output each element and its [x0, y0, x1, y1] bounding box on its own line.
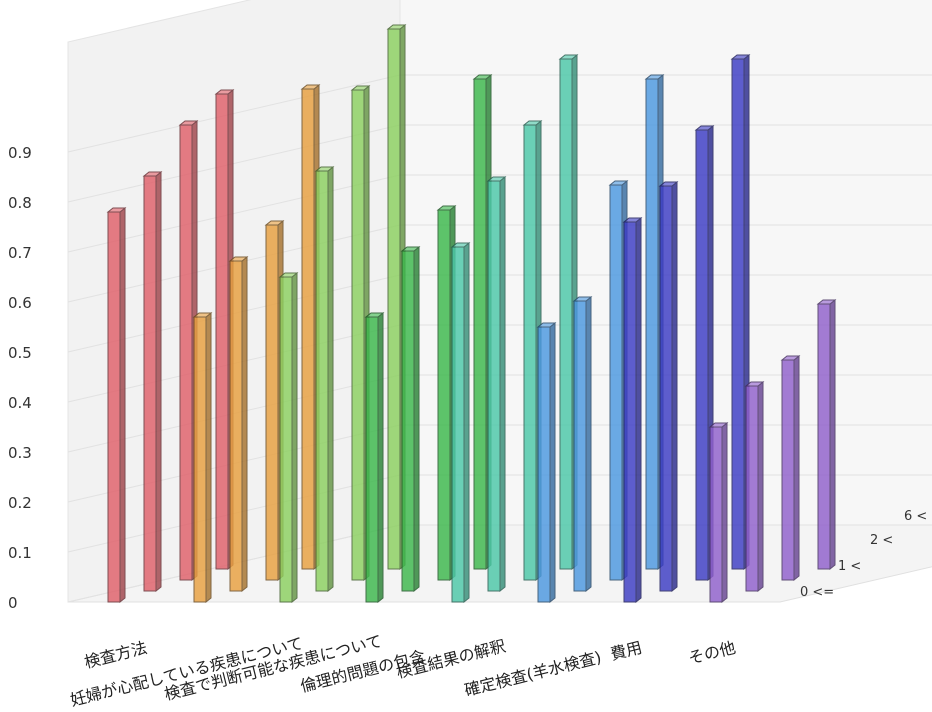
bar-front: [265, 224, 279, 581]
bar-front: [745, 385, 759, 592]
bar: [572, 295, 593, 593]
bar-side: [463, 241, 470, 604]
bar-side: [549, 321, 556, 604]
bar-front: [523, 124, 537, 581]
bar-side: [413, 245, 420, 593]
bar-front: [301, 88, 315, 570]
bar-front: [143, 175, 157, 592]
y-tick-label: 0.5: [8, 344, 32, 362]
bar-front: [473, 78, 487, 570]
bar-side: [291, 271, 298, 604]
bar-front: [659, 185, 673, 592]
bar: [816, 298, 837, 571]
bar-front: [215, 93, 229, 570]
bar-front: [731, 58, 745, 570]
y-tick-label: 0.9: [8, 144, 32, 162]
bar-front: [387, 28, 401, 570]
x-axis: 検査方法妊婦が心配している疾患について検査で判断可能な疾患について倫理的問題の包…: [68, 631, 737, 710]
bar-front: [351, 89, 365, 581]
x-tick-label: 検査方法: [82, 638, 149, 672]
y-axis: 0 0.1 0.2 0.3 0.4 0.5 0.6 0.7 0.8 0.9: [8, 144, 32, 612]
bar-side: [205, 311, 212, 604]
bar-front: [365, 316, 379, 603]
bar-side: [671, 180, 678, 593]
bar-front: [107, 211, 121, 603]
bar-side: [721, 421, 728, 604]
y-tick-label: 0.3: [8, 444, 32, 462]
depth-tick-label: 1 <: [838, 559, 861, 574]
bar-side: [635, 216, 642, 604]
bar-side: [155, 170, 162, 593]
bar: [314, 165, 335, 593]
bar-side: [499, 175, 506, 593]
depth-tick-label: 2 <: [870, 533, 893, 548]
bar-side: [377, 311, 384, 604]
bar: [278, 271, 299, 604]
y-tick-label: 0.8: [8, 194, 32, 212]
y-tick-label: 0.4: [8, 394, 32, 412]
bar-front: [487, 180, 501, 592]
bar-side: [119, 206, 126, 604]
y-tick-label: 0.1: [8, 544, 32, 562]
bar-front: [781, 359, 795, 581]
depth-tick-label: 6 <: [904, 509, 927, 524]
y-tick-label: 0.2: [8, 494, 32, 512]
bar-side: [829, 298, 836, 571]
depth-axis: 0 <= 1 < 2 < 6 <: [800, 509, 927, 600]
bar: [228, 255, 249, 593]
bar: [364, 311, 385, 604]
bar-front: [179, 124, 193, 581]
bar-side: [585, 295, 592, 593]
x-tick-label: その他: [686, 638, 737, 668]
bar-front: [437, 209, 451, 581]
bar-front: [623, 221, 637, 603]
bar-front: [817, 303, 831, 570]
bar: [622, 216, 643, 604]
bar-front: [401, 250, 415, 592]
bar: [192, 311, 213, 604]
bar-front: [451, 246, 465, 603]
bar-front: [537, 326, 551, 603]
bar: [106, 206, 127, 604]
y-tick-label: 0: [8, 594, 18, 612]
bar: [486, 175, 507, 593]
bar-front: [645, 78, 659, 570]
bar: [780, 354, 801, 582]
bar-front: [279, 276, 293, 603]
bar-front: [609, 184, 623, 581]
bar-side: [757, 380, 764, 593]
y-tick-label: 0.6: [8, 294, 32, 312]
bar-side: [327, 165, 334, 593]
y-tick-label: 0.7: [8, 244, 32, 262]
bar-front: [315, 170, 329, 592]
bar: [536, 321, 557, 604]
bar-front: [193, 316, 207, 603]
bar-side: [241, 255, 248, 593]
bar: [744, 380, 765, 593]
bar-front: [559, 58, 573, 570]
bar: [708, 421, 729, 604]
bar: [658, 180, 679, 593]
bar-side: [793, 354, 800, 582]
bar-front: [709, 426, 723, 603]
bar-front: [229, 260, 243, 592]
chart-bars: [106, 23, 837, 604]
bar: [142, 170, 163, 593]
x-tick-label: 費用: [608, 638, 644, 664]
bar: [450, 241, 471, 604]
depth-tick-label: 0 <=: [800, 585, 834, 600]
bar-front: [695, 129, 709, 581]
bar-front: [573, 300, 587, 592]
bar: [400, 245, 421, 593]
